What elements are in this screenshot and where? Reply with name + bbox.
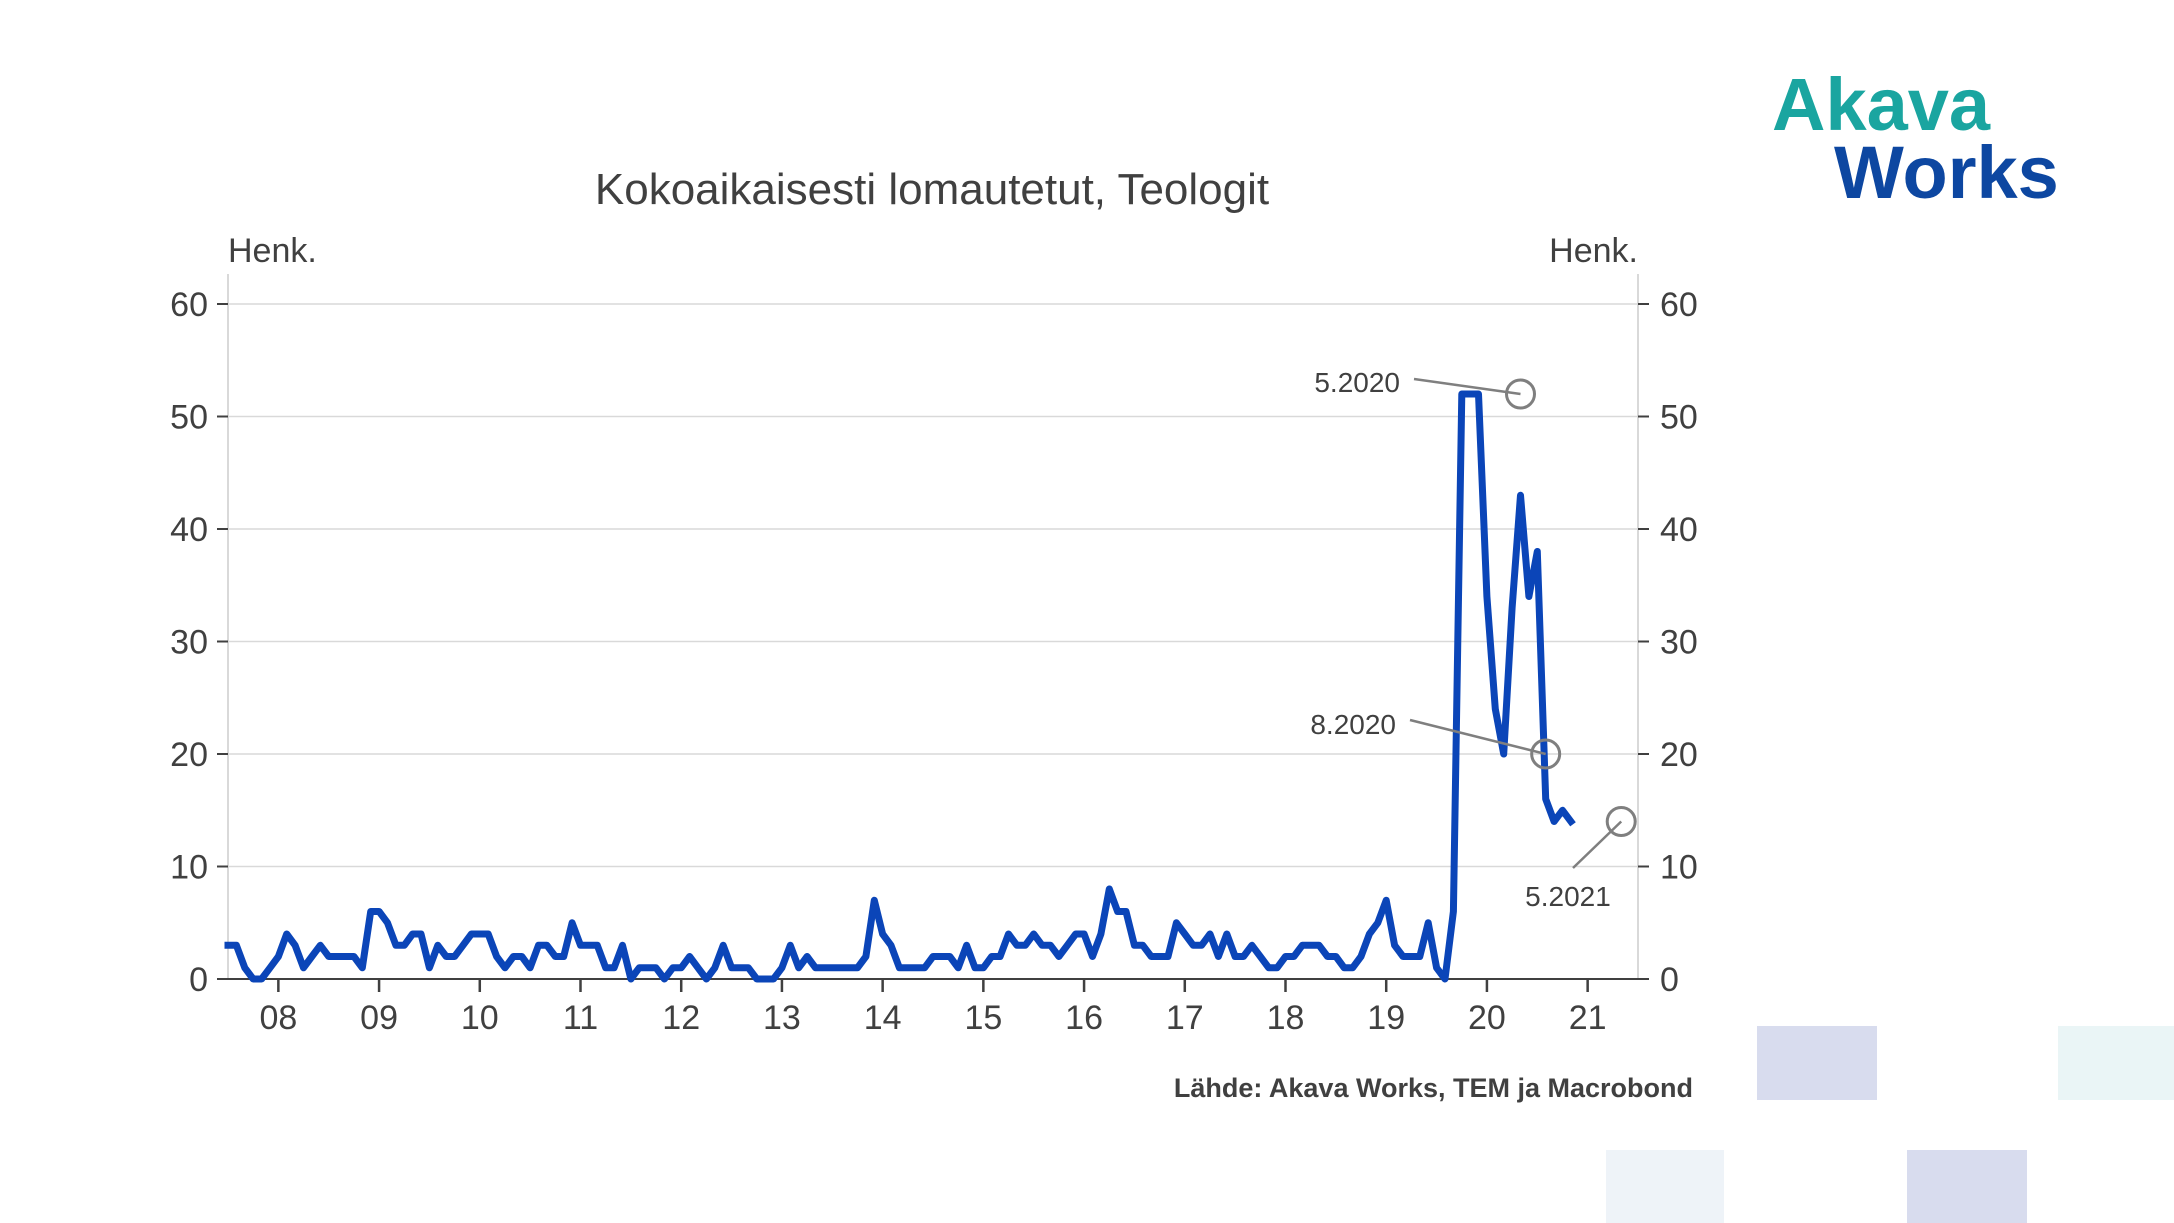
y-tick-label-left: 60 [170, 286, 208, 324]
akava-works-logo: Akava Works [1772, 63, 2059, 214]
axes [227, 274, 1639, 980]
y-tick-label-right: 40 [1660, 511, 1698, 549]
y-tick-label-left: 0 [189, 961, 208, 999]
annotation-label: 8.2020 [1310, 709, 1396, 740]
x-tick-label: 19 [1367, 999, 1405, 1037]
logo-works-text: Works [1834, 131, 2059, 214]
y-tick-label-right: 10 [1660, 849, 1698, 887]
x-tick-label: 09 [360, 999, 398, 1037]
annotation-leader [1409, 718, 1546, 756]
y-tick-label-right: 30 [1660, 624, 1698, 662]
source-note: Lähde: Akava Works, TEM ja Macrobond [1174, 1073, 1693, 1103]
y-tick-label-left: 50 [170, 399, 208, 437]
annotation-label: 5.2021 [1525, 881, 1611, 912]
x-tick-label: 17 [1166, 999, 1204, 1037]
gridlines [228, 303, 1638, 868]
x-tick-label: 13 [763, 999, 801, 1037]
y-tick-label-right: 20 [1660, 736, 1698, 774]
y-axis-right-unit: Henk. [1549, 232, 1638, 270]
x-tick-label: 10 [461, 999, 499, 1037]
logo-akava-text: Akava [1772, 63, 1991, 146]
series-layer [224, 390, 1576, 983]
series-line [224, 390, 1576, 983]
x-tick-label: 08 [259, 999, 297, 1037]
y-axis-right-ticks: 0 10 20 30 40 50 60 [1638, 286, 1698, 999]
x-tick-label: 16 [1065, 999, 1103, 1037]
annotation-marker [1605, 806, 1637, 837]
annotation-marker [1530, 738, 1562, 770]
decor-square-3 [1606, 1150, 1724, 1223]
x-tick-label: 15 [964, 999, 1002, 1037]
y-axis-left-ticks: 0 10 20 30 40 50 60 [170, 286, 228, 999]
annotations: 5.2020 8.2020 5.2021 [1310, 367, 1637, 912]
y-axis-left-unit: Henk. [228, 232, 317, 270]
annotation-leader [1413, 377, 1521, 396]
annotation-leader [1572, 820, 1623, 869]
x-tick-label: 14 [864, 999, 902, 1037]
y-tick-label-left: 20 [170, 736, 208, 774]
x-axis-ticks: 08 09 10 11 12 13 14 15 16 17 18 19 20 21 [259, 979, 1607, 1037]
y-tick-label-left: 40 [170, 511, 208, 549]
x-tick-label: 11 [563, 999, 598, 1037]
x-tick-label: 20 [1468, 999, 1506, 1037]
y-tick-label-right: 60 [1660, 286, 1698, 324]
y-tick-label-left: 30 [170, 624, 208, 662]
annotation-marker [1505, 378, 1536, 410]
y-tick-label-right: 50 [1660, 399, 1698, 437]
annotation-label: 5.2020 [1314, 367, 1400, 398]
y-tick-label-right: 0 [1660, 961, 1679, 999]
chart-title: Kokoaikaisesti lomautetut, Teologit [595, 165, 1269, 214]
decor-square-1 [1757, 1026, 1877, 1100]
decor-square-4 [1907, 1150, 2027, 1223]
decor-square-2 [2058, 1026, 2174, 1100]
x-tick-label: 21 [1569, 999, 1607, 1037]
y-tick-label-left: 10 [170, 849, 208, 887]
x-tick-label: 18 [1267, 999, 1305, 1037]
x-tick-label: 12 [662, 999, 700, 1037]
